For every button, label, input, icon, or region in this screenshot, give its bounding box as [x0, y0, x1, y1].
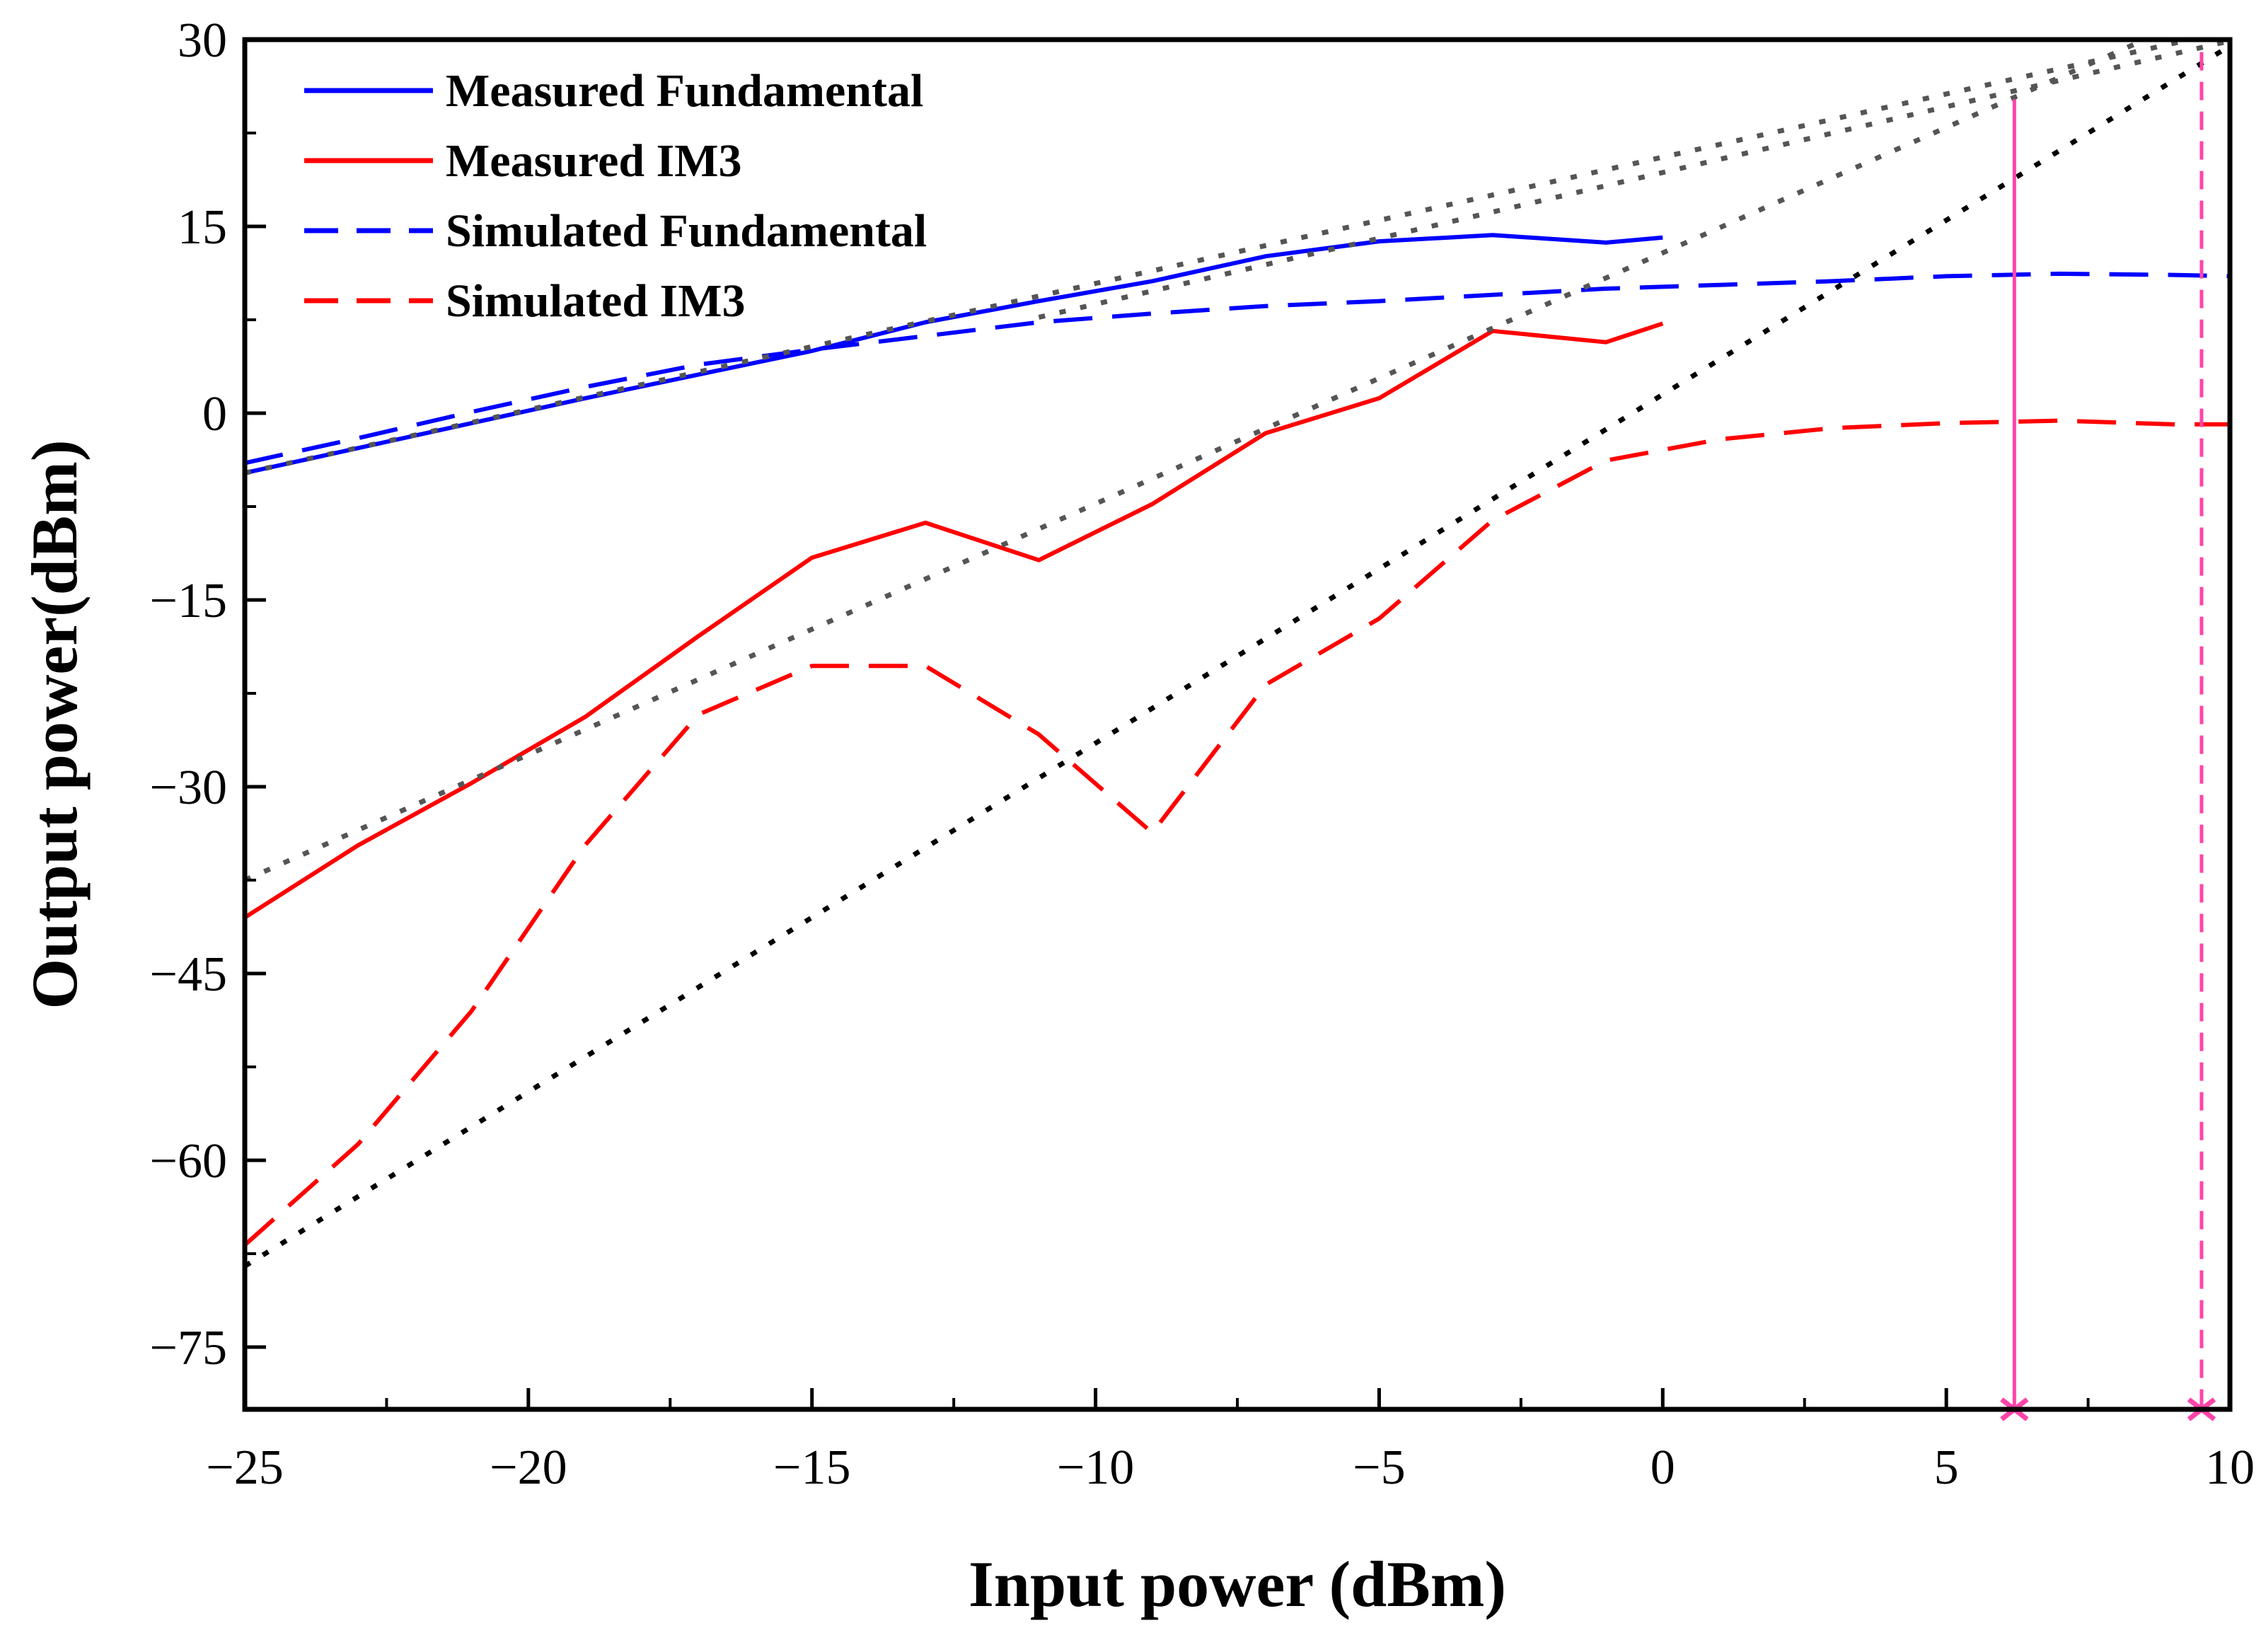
series-layer: [245, 40, 2230, 1269]
y-tick-label: −45: [150, 947, 227, 1002]
series-line-measured-im3: [245, 321, 1664, 920]
x-tick-label: 5: [1934, 1440, 1959, 1495]
x-tick-label: −20: [490, 1440, 567, 1495]
y-tick-label: 30: [178, 13, 227, 68]
y-tick-label: −30: [150, 761, 227, 815]
y-tick-label: 15: [178, 200, 227, 255]
x-tick-label: 0: [1651, 1440, 1675, 1495]
y-tick-label: −60: [150, 1134, 227, 1189]
x-tick-label: −5: [1353, 1440, 1405, 1495]
y-tick-label: 0: [202, 387, 227, 441]
series-line-simulated-fundamental-extrapolation: [1038, 40, 2230, 320]
legend: Measured Fundamental Measured IM3 Simulate…: [304, 65, 927, 327]
y-tick-label: −75: [150, 1321, 227, 1375]
x-tick-label: −15: [773, 1440, 850, 1495]
x-axis-title: Input power (dBm): [969, 1548, 1506, 1620]
x-tick-label: −25: [206, 1440, 283, 1495]
series-line-measured-fundamental: [245, 233, 1663, 475]
legend-label: Simulated IM3: [446, 275, 746, 327]
tick-layer: −25 −20 −15 −10 −5 0 5 10 30 15 0 −15 −30 −45 −60 −75: [150, 13, 2255, 1495]
series-line-simulated-im3-extrapolation: [245, 43, 2230, 1269]
series-line-measured-fundamental-extrapolation: [245, 40, 2185, 475]
legend-label: Measured IM3: [446, 135, 742, 187]
x-tick-label: 10: [2205, 1440, 2255, 1495]
series-line-simulated-fundamental: [245, 271, 2230, 466]
x-tick-label: −10: [1057, 1440, 1134, 1495]
y-axis-title: Output power(dBm): [18, 439, 91, 1009]
legend-label: Simulated Fundamental: [446, 205, 927, 257]
legend-label: Measured Fundamental: [446, 65, 923, 117]
y-tick-label: −15: [150, 574, 227, 628]
